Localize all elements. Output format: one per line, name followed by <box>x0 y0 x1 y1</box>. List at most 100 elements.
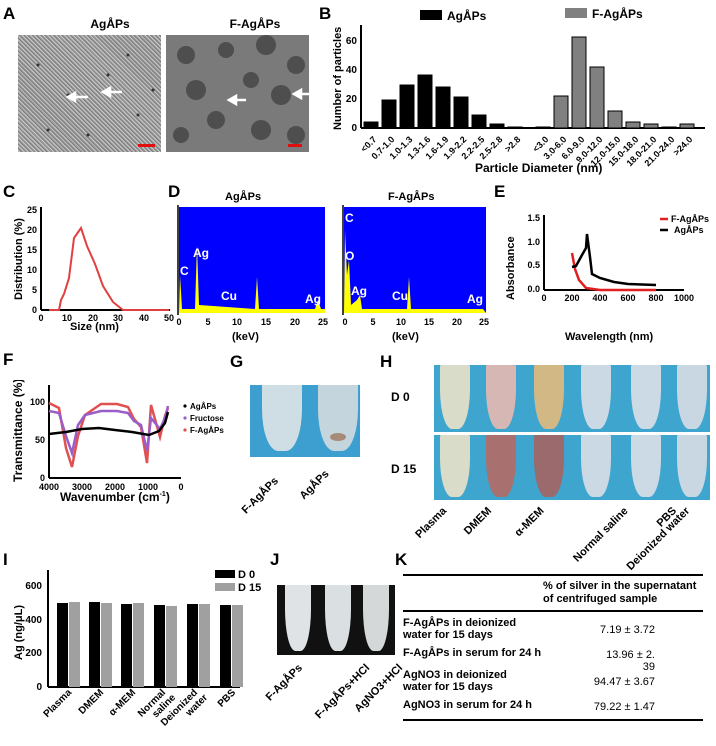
j-label-fagaps-hcl: F-AgÅPs+HCl <box>313 662 373 722</box>
svg-text:0: 0 <box>342 317 347 327</box>
svg-text:50: 50 <box>35 435 45 445</box>
chart-b-particle-histogram: AgÅPs F-AgÅPs Number of particles 60 40 20… <box>332 6 705 175</box>
tube-fagaps-hcl <box>325 585 351 651</box>
svg-text:Ag: Ag <box>351 284 367 298</box>
svg-text:100: 100 <box>30 397 45 407</box>
svg-text:>2.8: >2.8 <box>503 134 523 154</box>
svg-text:O: O <box>345 249 354 263</box>
svg-text:Fructose: Fructose <box>190 414 224 423</box>
panel-label-g: G <box>230 352 244 371</box>
svg-text:3000: 3000 <box>72 482 92 492</box>
chart-f-ftir: Transmittance (%) 100 50 0 4000 3000 2000 100… <box>11 380 224 492</box>
panel-label-d: D <box>168 182 181 201</box>
chart-e-uv-vis: Absorbance 1.5 1.0 0.5 0.0 0 200 400 600 800 100… <box>505 213 709 303</box>
panel-label-k: K <box>395 550 408 569</box>
panel-label-a: A <box>3 4 16 23</box>
e-x-axis-label: Wavelength (nm) <box>565 331 654 343</box>
table-header-line1: % of silver in the supernatant <box>543 580 697 592</box>
tem-image-fagaps <box>166 35 309 152</box>
chart-i-silver-content: Ag (ng/μL) 600 400 200 0 D 0 D 15 Plasma DM… <box>13 569 261 729</box>
scale-bar <box>288 144 302 147</box>
svg-text:D 15: D 15 <box>238 582 261 594</box>
svg-text:600: 600 <box>25 581 42 592</box>
panel-label-e: E <box>494 182 506 201</box>
svg-text:400: 400 <box>592 293 607 303</box>
svg-text:AgÅPs: AgÅPs <box>674 225 704 235</box>
table-row: F-AgÅPs in deionized water for 15 days 7… <box>403 617 655 641</box>
svg-text:F-AgÅPs: F-AgÅPs <box>671 214 709 224</box>
svg-text:Ag: Ag <box>193 246 209 260</box>
svg-text:50: 50 <box>164 313 174 323</box>
svg-text:DMEM: DMEM <box>77 687 106 716</box>
photo-h-d15 <box>434 435 710 500</box>
svg-text:0.5: 0.5 <box>527 260 540 270</box>
svg-text:400: 400 <box>25 615 42 626</box>
svg-text:0: 0 <box>178 482 183 492</box>
d-x-axis-label-1: (keV) <box>232 331 259 343</box>
tem-overlay <box>173 35 309 147</box>
d-subtitle-fagaps: F-AgÅPs <box>388 191 435 203</box>
svg-text:25: 25 <box>479 317 489 327</box>
svg-text:Distribution (%): Distribution (%) <box>13 218 25 300</box>
table-header-rule <box>403 610 703 612</box>
svg-text:0: 0 <box>40 473 45 483</box>
h-row-label-d0: D 0 <box>391 390 410 404</box>
svg-text:0: 0 <box>36 682 42 693</box>
svg-text:800: 800 <box>648 293 663 303</box>
panel-label-j: J <box>270 550 280 569</box>
photo-j-tubes <box>277 585 395 655</box>
svg-text:25: 25 <box>27 205 37 215</box>
h-label-normal-saline: Normal saline <box>571 505 631 565</box>
svg-text:4000: 4000 <box>39 482 59 492</box>
svg-text:20: 20 <box>27 225 37 235</box>
svg-text:Plasma: Plasma <box>42 687 75 720</box>
svg-text:15: 15 <box>27 245 37 255</box>
table-row: AgNO3 in deionized water for 15 days 94.… <box>403 669 655 693</box>
scale-bar <box>138 144 155 147</box>
x-axis-label: Particle Diameter (nm) <box>475 161 602 175</box>
svg-text:Absorbance: Absorbance <box>505 236 517 300</box>
svg-text:5: 5 <box>32 285 37 295</box>
f-x-axis-label: Wavenumber (cm-1) <box>60 490 170 504</box>
h-row-label-d15: D 15 <box>391 462 417 476</box>
svg-text:25: 25 <box>318 317 328 327</box>
tem-title-agaps: AgÅPs <box>90 17 130 31</box>
d-x-axis-label-2: (keV) <box>392 331 419 343</box>
legend-agaps: AgÅPs <box>447 8 487 23</box>
h-label-alpha-mem: α-MEM <box>512 505 547 540</box>
svg-text:30: 30 <box>113 313 123 323</box>
table-row: F-AgÅPs in serum for 24 h 13.96 ± 2. 39 <box>403 646 703 673</box>
svg-text:Cu: Cu <box>221 289 237 303</box>
svg-text:AgÅPs: AgÅPs <box>190 402 217 411</box>
tube-agaps <box>318 385 358 451</box>
g-label-agaps: AgÅPs <box>297 468 332 502</box>
svg-text:1000: 1000 <box>138 482 158 492</box>
svg-text:F-AgÅPs: F-AgÅPs <box>190 426 224 435</box>
tube-fagaps <box>262 385 302 451</box>
svg-text:1.0: 1.0 <box>527 237 540 247</box>
svg-text:20: 20 <box>346 94 358 105</box>
table-cell-value: 79.22 ± 1.47 <box>593 701 655 713</box>
h-label-plasma: Plasma <box>413 505 450 541</box>
svg-text:5: 5 <box>370 317 375 327</box>
tube-agno3-hcl <box>363 585 389 651</box>
panel-label-i: I <box>3 550 8 569</box>
table-row: AgNO3 in serum for 24 h 79.22 ± 1.47 <box>403 699 655 713</box>
c-x-axis-label: Size (nm) <box>70 321 119 333</box>
arrow-icon <box>226 87 309 107</box>
photo-g-tubes <box>250 385 360 457</box>
svg-text:0: 0 <box>32 305 37 315</box>
panel-label-f: F <box>3 350 14 369</box>
svg-text:200: 200 <box>564 293 579 303</box>
svg-text:0: 0 <box>541 293 546 303</box>
svg-text:10: 10 <box>62 313 72 323</box>
svg-text:>24.0: >24.0 <box>671 134 694 157</box>
svg-text:20: 20 <box>290 317 300 327</box>
svg-text:20: 20 <box>88 313 98 323</box>
svg-text:0: 0 <box>176 317 181 327</box>
tem-overlay <box>36 53 155 147</box>
table-cell-value: 7.19 ± 3.72 <box>600 624 655 636</box>
svg-text:20: 20 <box>452 317 462 327</box>
photo-h-d0 <box>434 365 710 432</box>
